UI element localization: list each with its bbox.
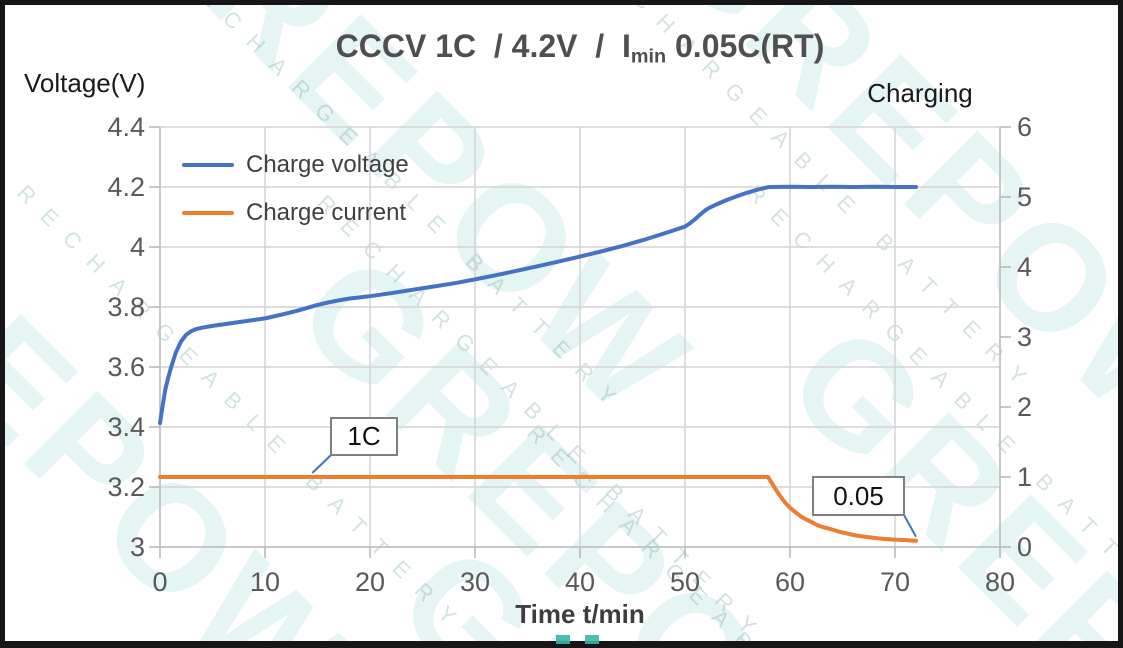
left-axis-tick-label: 4.4 [107, 112, 145, 142]
watermark-chip [585, 635, 599, 644]
legend: Charge voltage Charge current [182, 150, 409, 246]
callout-leader-line [311, 454, 332, 474]
right-axis-tick-label: 2 [1017, 392, 1032, 422]
callout-label: 1C [347, 421, 381, 451]
callout-leader-line [903, 514, 917, 538]
left-axis-tick-label: 3.2 [107, 472, 145, 502]
right-axis-tick-label: 1 [1017, 462, 1032, 492]
chart-title-post: 0.05C(RT) [666, 28, 825, 64]
right-axis-title: Charging [867, 78, 973, 108]
right-axis-tick-label: 3 [1017, 322, 1032, 352]
x-axis-tick-label: 20 [355, 567, 385, 597]
voltage-line-swatch [182, 163, 234, 167]
callout-cc-rate: 1C [330, 417, 398, 456]
callout-cutoff-current: 0.05 [812, 476, 905, 516]
legend-label: Charge voltage [246, 151, 409, 178]
left-axis-tick-label: 3.6 [107, 352, 145, 382]
legend-item-current: Charge current [182, 198, 409, 228]
x-axis-title: Time t/min [515, 599, 645, 629]
left-axis-tick-label: 4.2 [107, 172, 145, 202]
right-axis-tick-label: 6 [1017, 112, 1032, 142]
left-axis-tick-label: 4 [130, 232, 145, 262]
x-axis-tick-label: 50 [670, 567, 700, 597]
chart-title: CCCV 1C / 4.2V / Imin 0.05C(RT) [160, 28, 1000, 69]
x-axis-tick-label: 0 [152, 567, 167, 597]
callout-label: 0.05 [833, 480, 884, 511]
chart-title-subscript: min [630, 45, 667, 68]
left-axis-title: Voltage(V) [24, 68, 146, 98]
x-axis-tick-label: 10 [250, 567, 280, 597]
legend-item-voltage: Charge voltage [182, 150, 409, 180]
series-line-current [158, 475, 918, 543]
x-axis-tick-label: 70 [880, 567, 910, 597]
current-line-swatch [182, 211, 234, 215]
right-axis-tick-label: 5 [1017, 182, 1032, 212]
x-axis-tick-label: 60 [775, 567, 805, 597]
x-axis-tick-label: 30 [460, 567, 490, 597]
legend-label: Charge current [246, 199, 407, 226]
right-axis-tick-label: 4 [1017, 252, 1032, 282]
chart-title-pre: CCCV 1C / 4.2V / I [335, 28, 631, 64]
left-axis-tick-label: 3 [130, 532, 145, 562]
x-axis-tick-label: 80 [985, 567, 1015, 597]
left-axis-tick-label: 3.4 [107, 412, 145, 442]
series-line-voltage [158, 184, 918, 426]
watermark-chip [556, 635, 570, 644]
left-axis-tick-label: 3.8 [107, 292, 145, 322]
x-axis-tick-label: 40 [565, 567, 595, 597]
right-axis-tick-label: 0 [1017, 532, 1032, 562]
